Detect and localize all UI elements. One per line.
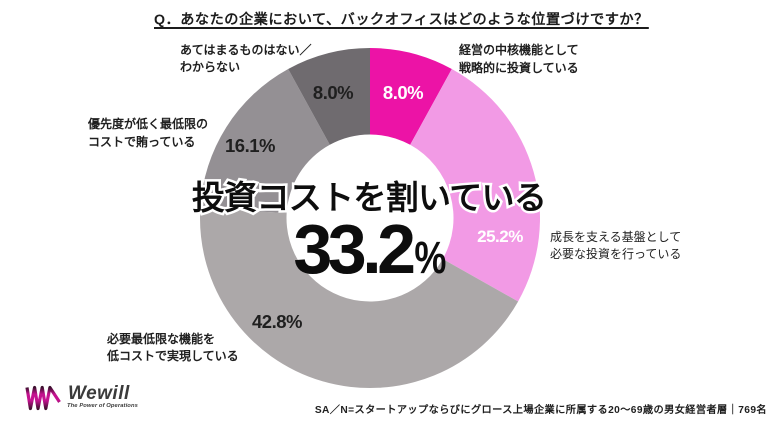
- pct-value-low-priority: 16.1%: [225, 135, 275, 156]
- segment-label-low-priority: 優先度が低く最低限の コストで賄っている: [88, 117, 209, 149]
- wewill-zigzag-icon: [25, 385, 61, 411]
- brand-tagline: The Power of Operations: [67, 403, 138, 409]
- brand-name: Wewill: [68, 383, 130, 404]
- donut-segment-strategic-investment: [370, 48, 452, 145]
- pct-value-none-unknown: 8.0%: [312, 82, 354, 103]
- pct-value-minimum-function: 42.8%: [252, 311, 302, 332]
- segment-label-growth-foundation: 成長を支える基盤として 必要な投資を行っている: [550, 230, 682, 261]
- pct-value-strategic-investment: 8.0%: [382, 82, 424, 103]
- question-title: Q．あなたの企業において、バックオフィスはどのような位置づけですか？: [154, 12, 649, 28]
- center-value-row: 33.2%: [293, 210, 447, 288]
- center-value: 33.2: [293, 210, 416, 288]
- segment-label-minimum-function: 必要最低限な機能を 低コストで実現している: [107, 332, 239, 363]
- source-footnote: SA／N=スタートアップならびにグロース上場企業に所属する20〜69歳の男女経営…: [314, 405, 767, 416]
- segment-label-none-unknown: あてはまるものはない／ わからない: [180, 43, 312, 74]
- segment-label-strategic-investment: 経営の中核機能として 戦略的に投資している: [459, 43, 579, 75]
- zigzag-stroke: [25, 385, 61, 411]
- center-headline: 投資コストを割いている: [192, 171, 547, 219]
- donut-segment-minimum-function: [200, 208, 519, 389]
- donut-segment-none-unknown: [288, 48, 370, 145]
- wewill-logo: Wewill The Power of Operations: [0, 375, 200, 420]
- pct-value-growth-foundation: 25.2%: [477, 227, 523, 246]
